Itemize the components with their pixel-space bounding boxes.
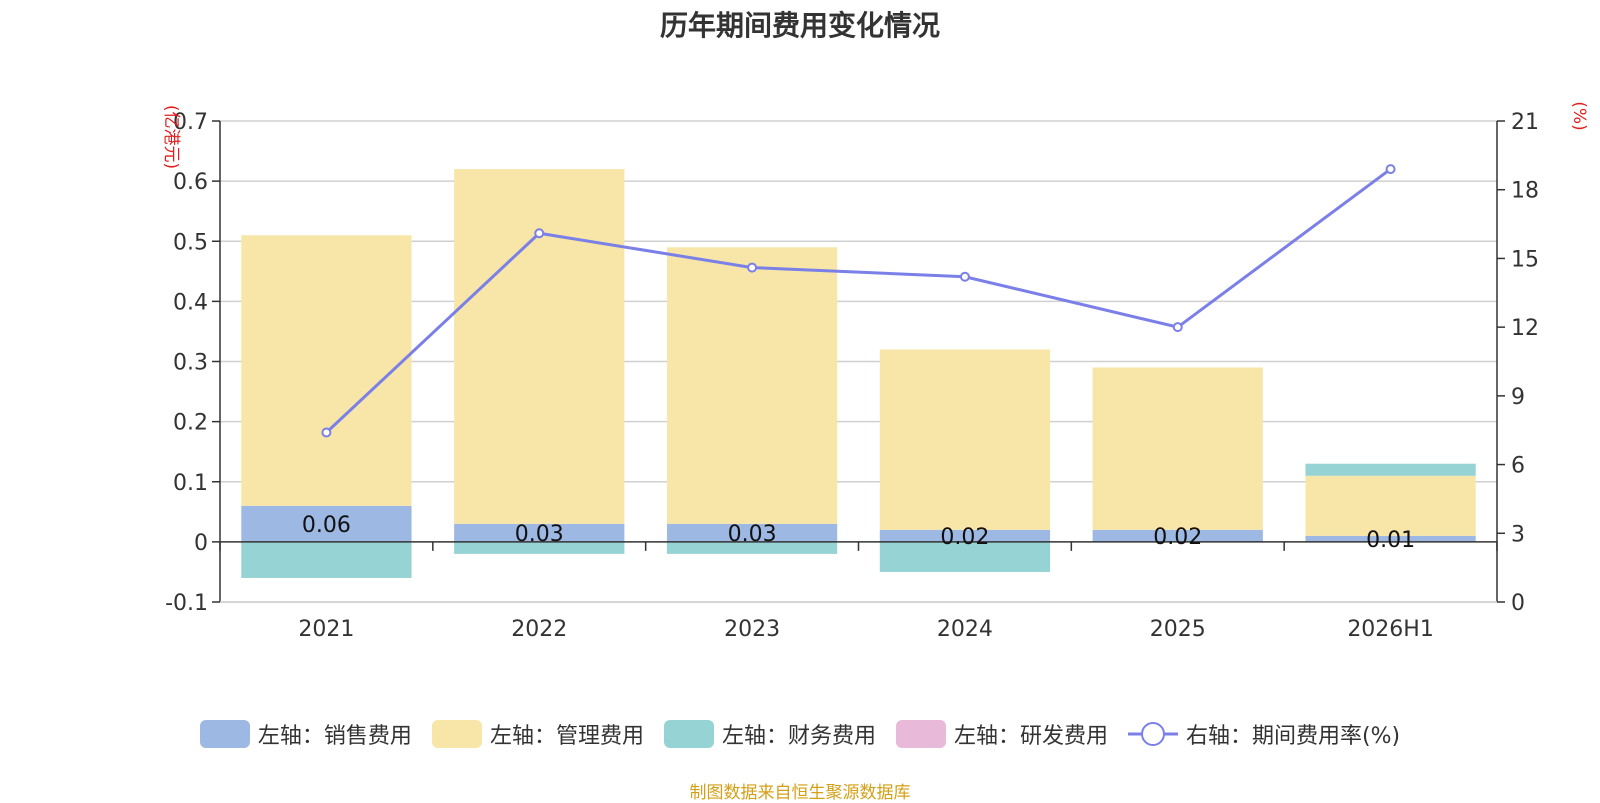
right-tick-label: 6 — [1511, 454, 1525, 479]
bar-segment[interactable] — [879, 529, 1051, 542]
right-tick-label: 21 — [1511, 110, 1539, 135]
bar-segment[interactable] — [454, 523, 625, 542]
bar-segment[interactable] — [241, 541, 412, 578]
axes: 0.7 0.6 0.5 0.4 0.3 0.2 0.1 0 -0.1 21 18 15 12 9 6 3 0 20… — [165, 110, 1539, 642]
rate-point[interactable] — [747, 262, 758, 273]
legend-swatch-sales — [199, 720, 250, 748]
bar-segment[interactable] — [454, 169, 625, 524]
bar-segment[interactable] — [1305, 463, 1476, 476]
left-tick-label: 0.6 — [173, 170, 208, 195]
bar-segment[interactable] — [1092, 367, 1263, 530]
legend-swatch-rnd — [895, 720, 946, 748]
legend-item-sales[interactable]: 左轴：销售费用 — [199, 718, 412, 750]
right-tick-label: 9 — [1511, 385, 1525, 410]
source-note: 制图数据来自恒生聚源数据库 — [689, 783, 911, 803]
left-tick-label: 0 — [194, 531, 208, 556]
left-tick-label: 0.4 — [173, 290, 208, 315]
chart-title: 历年期间费用变化情况 — [659, 9, 940, 42]
left-tick-label: 0.1 — [173, 471, 208, 496]
rate-point[interactable] — [1172, 322, 1183, 333]
legend-item-rnd[interactable]: 左轴：研发费用 — [895, 718, 1108, 750]
bar-segment[interactable] — [241, 235, 412, 506]
rate-point[interactable] — [959, 271, 970, 282]
bar-segment[interactable] — [241, 505, 412, 542]
right-axis-unit: (%) — [1569, 101, 1589, 130]
bar-layer — [241, 169, 1476, 578]
legend-label-rate: 右轴：期间费用率(%) — [1185, 724, 1401, 749]
legend-item-finance[interactable]: 左轴：财务费用 — [663, 718, 876, 750]
legend-swatch-admin — [431, 720, 482, 748]
legend: 左轴：销售费用 左轴：管理费用 左轴：财务费用 左轴：研发费用 右轴：期间费用率… — [0, 718, 1600, 750]
bar-data-label: 0.02 — [940, 525, 989, 550]
right-tick-label: 3 — [1511, 522, 1525, 547]
right-tick-label: 18 — [1511, 179, 1539, 204]
right-tick-label: 0 — [1511, 591, 1525, 616]
right-tick-label: 12 — [1511, 316, 1539, 341]
category-label: 2021 — [298, 617, 354, 642]
bar-segment[interactable] — [879, 349, 1051, 530]
bar-segment[interactable] — [666, 541, 838, 554]
bar-data-label: 0.06 — [302, 513, 351, 538]
bar-data-label: 0.03 — [515, 522, 564, 547]
bar-segment[interactable] — [454, 541, 625, 554]
rate-point[interactable] — [321, 427, 332, 438]
legend-label-finance: 左轴：财务费用 — [721, 724, 876, 749]
data-labels: 0.06 0.03 0.03 0.02 0.02 0.01 — [302, 513, 1415, 553]
category-label: 2022 — [511, 617, 567, 642]
rate-point[interactable] — [1385, 164, 1396, 175]
bar-data-label: 0.03 — [728, 522, 777, 547]
category-label: 2024 — [937, 617, 993, 642]
legend-label-sales: 左轴：销售费用 — [257, 724, 412, 749]
rate-line-layer — [321, 164, 1396, 438]
left-tick-label: 0.5 — [173, 230, 208, 255]
category-label: 2026H1 — [1347, 617, 1434, 642]
legend-label-rnd: 左轴：研发费用 — [953, 724, 1108, 749]
category-label: 2023 — [724, 617, 780, 642]
legend-item-rate[interactable]: 右轴：期间费用率(%) — [1127, 718, 1401, 750]
bar-data-label: 0.01 — [1366, 528, 1415, 553]
right-tick-label: 15 — [1511, 247, 1539, 272]
bar-segment[interactable] — [666, 523, 838, 542]
chart-plot: 0.7 0.6 0.5 0.4 0.3 0.2 0.1 0 -0.1 21 18 15 12 9 6 3 0 20… — [161, 101, 1589, 642]
left-tick-label: 0.2 — [173, 411, 208, 436]
rate-point[interactable] — [534, 228, 545, 239]
category-label: 2025 — [1150, 617, 1206, 642]
left-tick-label: 0.3 — [173, 351, 208, 376]
left-tick-label: 0.7 — [173, 110, 208, 135]
legend-label-admin: 左轴：管理费用 — [489, 724, 644, 749]
bar-segment[interactable] — [666, 247, 838, 524]
bar-segment[interactable] — [879, 541, 1051, 572]
bar-segment[interactable] — [1305, 475, 1476, 536]
bar-data-label: 0.02 — [1153, 525, 1202, 550]
left-axis-unit: (亿港元) — [161, 105, 181, 169]
bar-segment[interactable] — [1305, 535, 1476, 542]
left-tick-label: -0.1 — [165, 591, 208, 616]
legend-item-admin[interactable]: 左轴：管理费用 — [431, 718, 644, 750]
legend-swatch-finance — [663, 720, 714, 748]
legend-line-marker-icon — [1127, 722, 1178, 746]
bar-segment[interactable] — [1092, 529, 1263, 542]
rate-line — [325, 167, 1392, 434]
